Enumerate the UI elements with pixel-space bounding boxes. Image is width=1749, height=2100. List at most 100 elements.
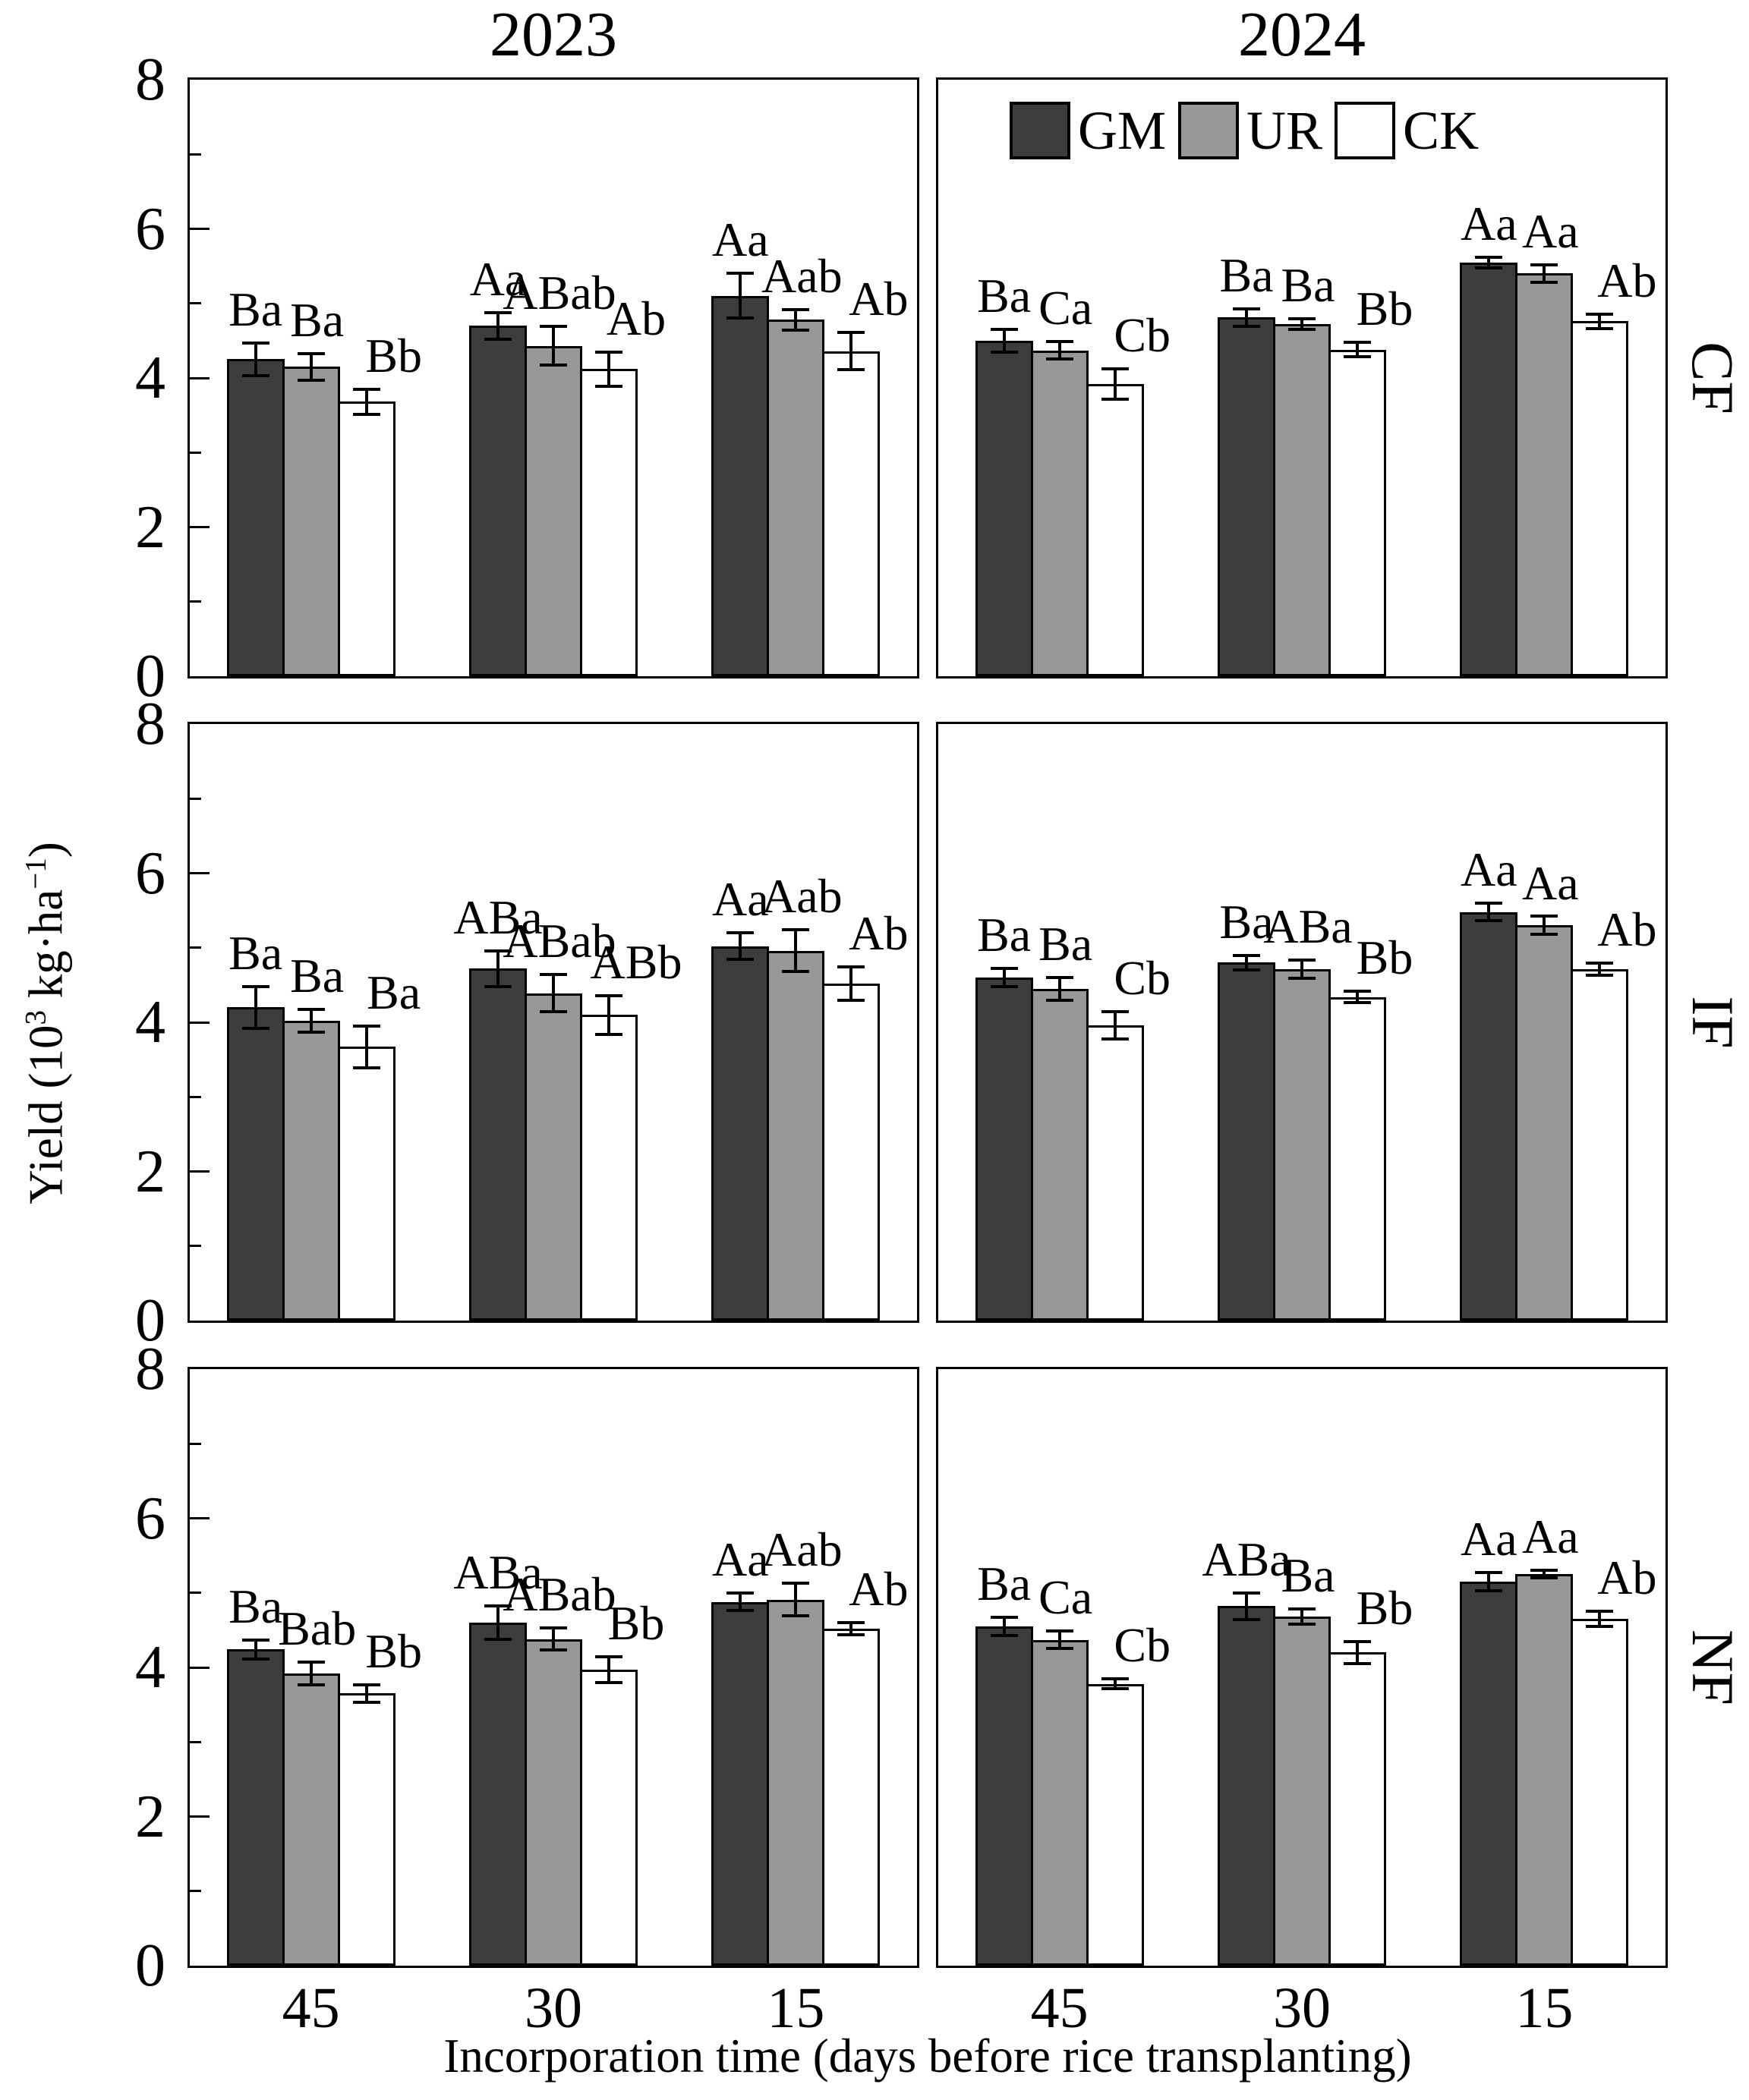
bar-GM bbox=[469, 968, 527, 1321]
y-title-text: ) bbox=[19, 842, 73, 858]
error-bar bbox=[1002, 329, 1006, 352]
error-bar-cap bbox=[595, 1032, 622, 1036]
error-bar-cap bbox=[726, 931, 755, 935]
sig-label: ABb bbox=[590, 934, 682, 989]
y-tick-label: 0 bbox=[135, 643, 165, 710]
sig-label: Ba bbox=[977, 908, 1032, 962]
error-bar bbox=[1543, 264, 1546, 283]
sig-label: ABab bbox=[503, 266, 616, 320]
sig-label: Aa bbox=[1461, 196, 1517, 250]
error-bar-cap bbox=[540, 364, 567, 367]
error-bar-cap bbox=[1586, 1624, 1614, 1628]
error-bar-cap bbox=[241, 1026, 269, 1030]
error-bar-cap bbox=[1475, 266, 1503, 269]
error-bar bbox=[1487, 902, 1491, 921]
y-tick bbox=[190, 1170, 210, 1173]
y-tick-label: 4 bbox=[135, 345, 165, 411]
sig-label: Bb bbox=[365, 1623, 422, 1678]
sig-label: Bb bbox=[607, 1596, 665, 1651]
bar-CK bbox=[1571, 969, 1629, 1321]
error-bar-cap bbox=[1288, 977, 1316, 981]
bar-UR bbox=[525, 1639, 582, 1966]
error-bar-cap bbox=[297, 1661, 325, 1664]
bar-GM bbox=[1218, 962, 1275, 1321]
error-bar bbox=[1057, 978, 1061, 1000]
error-bar-cap bbox=[1045, 1647, 1073, 1651]
panel-NF-2023: Ba ABa Aa Bab ABab Aab Bb Bb Ab bbox=[188, 1367, 919, 1968]
sig-label: Cb bbox=[1114, 1617, 1171, 1672]
y-tick-label: 2 bbox=[135, 1783, 165, 1850]
sig-label: ABab bbox=[503, 914, 616, 968]
legend: GM UR CK bbox=[1010, 102, 1479, 159]
error-bar bbox=[254, 986, 257, 1028]
bar-UR bbox=[525, 993, 582, 1321]
bar-CK bbox=[822, 351, 881, 676]
y-tick-label: 8 bbox=[135, 46, 165, 113]
error-bar-cap bbox=[484, 1637, 512, 1641]
error-bar-cap bbox=[297, 1008, 325, 1012]
error-bar bbox=[1543, 916, 1546, 935]
error-bar bbox=[607, 351, 610, 386]
bar-UR bbox=[1030, 1639, 1089, 1966]
error-bar-cap bbox=[1288, 328, 1316, 332]
error-bar bbox=[794, 1582, 798, 1617]
error-bar bbox=[1487, 257, 1491, 268]
bar-GM bbox=[226, 359, 285, 676]
error-bar bbox=[496, 950, 499, 987]
bar-GM bbox=[975, 1626, 1033, 1966]
bar-CK bbox=[1086, 383, 1144, 676]
error-bar-cap bbox=[1045, 1629, 1073, 1632]
error-bar-cap bbox=[484, 310, 512, 314]
sig-label: ABab bbox=[503, 1566, 616, 1621]
error-bar bbox=[1300, 960, 1303, 979]
error-bar bbox=[1543, 1570, 1546, 1579]
y-tick-label: 8 bbox=[135, 1336, 165, 1403]
error-bar-cap bbox=[484, 984, 512, 988]
bar-CK bbox=[337, 401, 395, 676]
y-tick bbox=[190, 526, 210, 528]
sig-label: Aa bbox=[1522, 1510, 1579, 1564]
y-tick-label: 6 bbox=[135, 839, 165, 907]
bar-GM bbox=[1460, 911, 1518, 1321]
bar-CK bbox=[580, 369, 638, 676]
sig-label: Ba bbox=[1038, 917, 1093, 971]
bar-UR bbox=[1030, 350, 1089, 676]
sig-label: Bb bbox=[1356, 281, 1413, 335]
sig-label: Ba bbox=[228, 925, 283, 980]
error-bar-cap bbox=[297, 378, 325, 382]
error-bar bbox=[1598, 1611, 1602, 1626]
y-tick bbox=[190, 1245, 201, 1248]
error-bar-cap bbox=[837, 1632, 865, 1636]
x-tick-label: 45 bbox=[1030, 1976, 1089, 2040]
error-bar bbox=[849, 332, 853, 370]
error-bar bbox=[607, 1657, 610, 1683]
legend-label-gm: GM bbox=[1078, 100, 1167, 161]
sig-label: Ab bbox=[849, 1562, 909, 1617]
error-bar-cap bbox=[1344, 989, 1371, 993]
error-bar-cap bbox=[726, 316, 755, 320]
sig-label: Ba bbox=[228, 282, 283, 336]
bar-UR bbox=[282, 367, 340, 676]
error-bar bbox=[1598, 963, 1602, 976]
error-bar-cap bbox=[990, 350, 1018, 354]
column-title-2023: 2023 bbox=[490, 0, 617, 70]
error-bar-cap bbox=[1101, 1010, 1129, 1014]
error-bar-cap bbox=[1530, 281, 1558, 285]
error-bar-cap bbox=[1101, 1687, 1129, 1691]
y-tick-label: 2 bbox=[135, 493, 165, 561]
error-bar-cap bbox=[1344, 1639, 1371, 1643]
panel-CF-2023: Ba Aa Aa Ba ABab Aab Bb Ab Ab bbox=[188, 77, 919, 678]
error-bar-cap bbox=[1475, 1571, 1503, 1575]
sig-label: Ba bbox=[977, 1557, 1032, 1611]
error-bar-cap bbox=[595, 384, 622, 388]
error-bar-cap bbox=[1101, 397, 1129, 401]
error-bar-cap bbox=[990, 328, 1018, 332]
sig-label: Ba bbox=[290, 292, 345, 347]
error-bar-cap bbox=[352, 1024, 380, 1028]
x-tick-label: 30 bbox=[1273, 1976, 1331, 2040]
error-bar bbox=[849, 967, 853, 1000]
error-bar bbox=[1113, 369, 1117, 399]
bar-CK bbox=[1328, 996, 1386, 1321]
sig-label: Ab bbox=[1597, 253, 1657, 307]
y-tick bbox=[190, 1021, 210, 1024]
